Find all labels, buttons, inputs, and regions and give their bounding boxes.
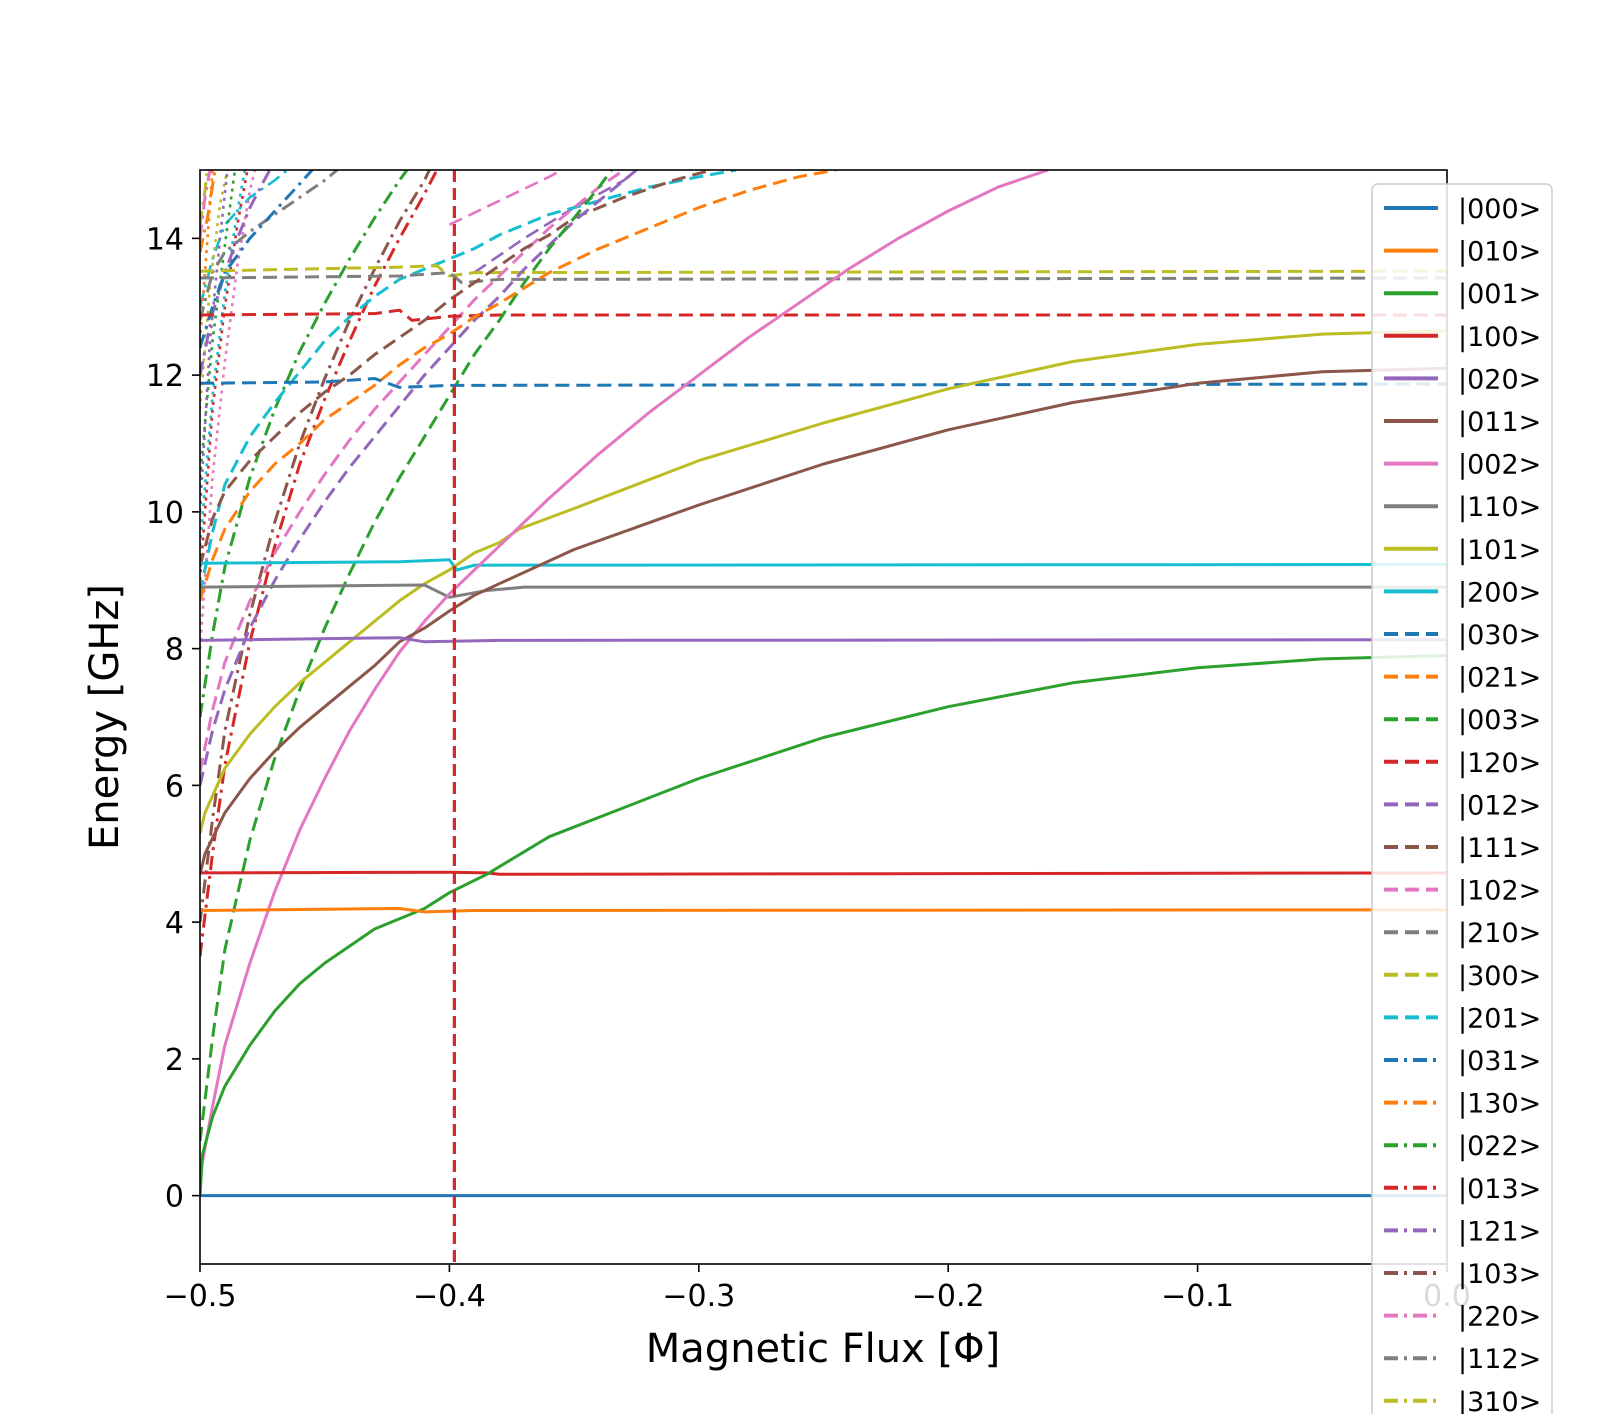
series-line-7 [200,583,1447,599]
series-line-19 [200,170,737,595]
x-tick-label: −0.1 [1161,1279,1234,1314]
legend-label: |220> [1458,1302,1541,1333]
series-line-27 [200,170,339,321]
legend-frame [1371,183,1553,1414]
legend-label: |101> [1458,535,1541,566]
legend-label: |012> [1458,790,1541,821]
legend-label: |112> [1458,1344,1541,1375]
legend-label: |110> [1458,492,1541,523]
series-line-2 [200,654,1447,1196]
legend-label: |003> [1458,705,1541,736]
x-tick-label: −0.5 [164,1279,237,1314]
legend-label: |300> [1458,961,1541,992]
x-tick-label: −0.4 [413,1279,486,1314]
legend-label: |001> [1458,279,1541,310]
y-tick-label: 12 [146,359,184,394]
series-line-11 [200,170,837,602]
y-axis-label: Energy [GHz] [82,584,128,850]
legend-label: |000> [1458,194,1541,225]
legend-label: |002> [1458,450,1541,481]
series-line-6 [200,170,1049,1176]
series-line-15 [200,170,712,567]
series-line-21 [200,170,217,253]
legend-label: |130> [1458,1089,1541,1120]
series-line-16 [200,170,625,772]
legend-label: |013> [1458,1174,1541,1205]
y-tick-label: 8 [165,633,184,668]
legend-label: |121> [1458,1216,1541,1247]
x-tick-label: −0.3 [662,1279,735,1314]
series-line-unlabeled-1 [448,170,563,226]
series-line-12 [200,170,613,1142]
legend-label: |201> [1458,1003,1541,1034]
series-line-28 [200,170,209,225]
y-tick-label: 2 [165,1043,184,1078]
legend-label: |120> [1458,748,1541,779]
legend-label: |011> [1458,407,1541,438]
y-tick-label: 0 [165,1180,184,1215]
series-line-unlabeled-0 [200,170,289,308]
x-axis: −0.5−0.4−0.3−0.2−0.10.0 [164,1264,1471,1314]
series-line-13 [200,308,1447,322]
x-tick-label: −0.2 [912,1279,985,1314]
legend: |000> |010> |001> |100> |020> |011> |002> |110>… [1371,183,1553,1414]
series-line-8 [200,329,1447,834]
legend-label: |010> [1458,237,1541,268]
series-line-5 [200,366,1447,875]
y-axis: 0 2 4 6 8 10 12 14 [146,222,200,1215]
y-tick-label: 10 [146,496,184,531]
legend-label: |102> [1458,876,1541,907]
legend-label: |020> [1458,364,1541,395]
series-line-unlabeled-5 [200,170,237,478]
series-line-unlabeled-3 [200,170,249,581]
series-line-22 [200,170,409,718]
series-layer [200,170,1447,1198]
legend-label: |021> [1458,663,1541,694]
legend-label: |100> [1458,322,1541,353]
series-line-23 [200,170,439,957]
legend-label: |210> [1458,918,1541,949]
legend-label: |310> [1458,1387,1541,1414]
series-line-17 [200,271,1447,285]
series-line-1 [200,907,1447,914]
x-axis-label: Magnetic Flux [Φ] [646,1326,1000,1372]
legend-label: |111> [1458,833,1541,864]
legend-label: |022> [1458,1131,1541,1162]
series-line-26 [200,170,212,239]
legend-label: |031> [1458,1046,1541,1077]
legend-label: |030> [1458,620,1541,651]
series-line-25 [200,170,431,923]
series-line-14 [200,170,638,786]
series-line-20 [200,170,314,349]
series-line-9 [200,558,1447,572]
legend-label: |200> [1458,577,1541,608]
legend-label: |103> [1458,1259,1541,1290]
series-line-4 [200,636,1447,644]
y-tick-label: 6 [165,769,184,804]
y-tick-label: 4 [165,906,184,941]
y-tick-label: 14 [146,222,184,257]
